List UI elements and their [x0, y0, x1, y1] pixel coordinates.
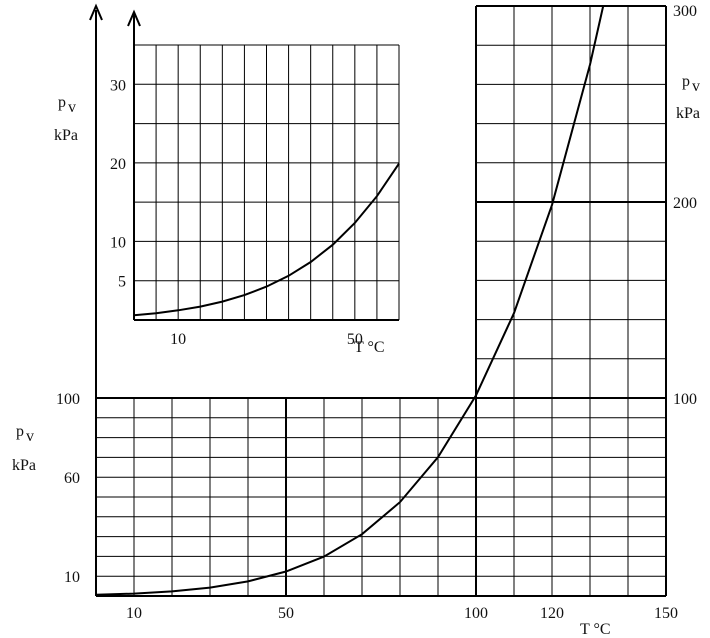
main-x-tick-label: 50 — [278, 605, 294, 622]
inset-y-tick-label: 10 — [110, 234, 126, 251]
main-y-tick-label-right: 300 — [673, 3, 697, 20]
inset-y-tick-label: 5 — [118, 274, 126, 291]
main-x-tick-label: 10 — [126, 605, 142, 622]
inset-x-tick-label: 10 — [170, 331, 186, 348]
main-y-tick-label-right: 200 — [673, 195, 697, 212]
main-y-label-right-subscript: v — [692, 78, 700, 95]
main-x-tick-label: 150 — [654, 605, 678, 622]
main-y-label-left-subscript: v — [26, 428, 34, 445]
main-grid — [89, 3, 667, 597]
inset-y-label-subscript: v — [68, 99, 76, 116]
main-y-axis-arrow — [89, 3, 103, 21]
main-curve-layer — [95, 5, 605, 596]
inset-y-label-unit: kPa — [54, 127, 78, 144]
main-y-tick-label-left: 10 — [64, 569, 80, 586]
main-y-label-left-symbol: p — [16, 423, 24, 440]
main-y-label-right-unit: kPa — [676, 105, 700, 122]
main-x-tick-label: 100 — [464, 605, 488, 622]
inset-y-tick-label: 30 — [110, 77, 126, 94]
inset-y-label-symbol: p — [58, 94, 66, 111]
inset-y-tick-label: 20 — [110, 156, 126, 173]
main-y-tick-label-right: 100 — [673, 391, 697, 408]
inset-labels: 10 50 5 10 20 30 T °C p v kPa — [54, 77, 385, 356]
inset-x-axis-label: T °C — [354, 339, 385, 356]
main-x-tick-label: 120 — [540, 605, 564, 622]
main-y-label-right-symbol: p — [682, 73, 690, 90]
main-y-label-left-unit: kPa — [12, 457, 36, 474]
main-y-tick-label-left: 100 — [56, 391, 80, 408]
inset-x-tick-label: 50 — [347, 331, 363, 348]
inset-y-axis-arrow — [127, 9, 141, 27]
inset-series-line — [133, 163, 400, 317]
inset-curve-layer — [133, 163, 400, 317]
main-y-tick-label-left: 60 — [64, 470, 80, 487]
main-series-line — [95, 5, 605, 596]
inset-grid — [127, 9, 400, 321]
main-x-axis-label: T °C — [580, 621, 611, 638]
